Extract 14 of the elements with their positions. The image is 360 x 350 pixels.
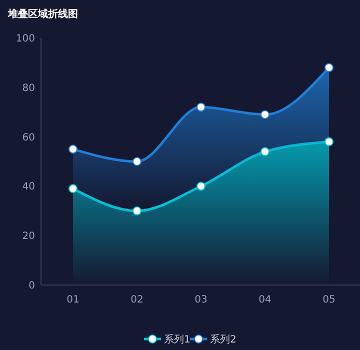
chart-title: 堆叠区域折线图 [7, 8, 78, 20]
x-tick-label: 02 [130, 294, 144, 306]
legend-label: 系列2 [210, 334, 236, 346]
y-tick-label: 40 [22, 182, 35, 193]
x-tick-label: 03 [194, 294, 208, 306]
x-tick-label: 04 [258, 294, 272, 306]
x-tick-label: 01 [66, 294, 80, 306]
x-tick-label: 05 [322, 294, 336, 306]
y-tick-label: 80 [22, 82, 35, 94]
y-tick-label: 20 [22, 231, 35, 242]
legend-label: 系列1 [164, 334, 190, 346]
y-tick-label: 0 [28, 280, 35, 292]
y-tick-label: 100 [16, 34, 35, 44]
y-tick-label: 60 [22, 132, 35, 144]
